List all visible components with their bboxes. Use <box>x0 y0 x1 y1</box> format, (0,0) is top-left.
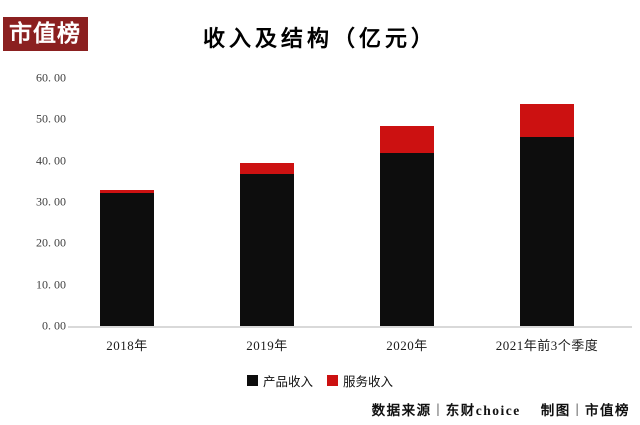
x-axis-label: 2021年前3个季度 <box>495 338 599 353</box>
footer-maker-label: 制图 <box>540 403 571 418</box>
legend-label: 产品收入 <box>262 375 313 389</box>
footer-credits: 数据来源 | 东财choice 制图 | 市值榜 <box>372 399 630 419</box>
y-tick-label: 0. 00 <box>42 318 66 333</box>
bar-stack <box>240 163 294 326</box>
y-tick-label: 20. 00 <box>36 235 66 250</box>
footer-source-value: 东财choice <box>445 403 521 418</box>
brand-logo-badge: 市值榜 <box>3 17 88 51</box>
y-tick-label: 10. 00 <box>36 277 66 292</box>
y-tick-label: 40. 00 <box>36 153 66 168</box>
bar-group <box>57 78 197 326</box>
bar-group <box>477 78 617 326</box>
bar-stack <box>520 104 574 326</box>
x-axis-label: 2018年 <box>106 338 148 353</box>
plot-area <box>57 78 617 326</box>
bar-segment-服务收入 <box>240 163 294 174</box>
bar-segment-服务收入 <box>100 190 154 193</box>
bar-stack <box>380 125 434 326</box>
legend-swatch <box>246 375 258 386</box>
x-axis-label: 2020年 <box>386 338 428 353</box>
legend-item: 服务收入 <box>327 371 393 390</box>
footer-divider: | <box>575 401 580 416</box>
chart-title: 收入及结构（亿元） <box>202 26 437 51</box>
bar-segment-产品收入 <box>380 152 434 326</box>
y-tick-label: 50. 00 <box>36 111 66 126</box>
legend-swatch <box>327 375 338 386</box>
bar-segment-服务收入 <box>380 125 434 153</box>
bar-segment-产品收入 <box>240 173 294 326</box>
bar-stack <box>100 190 154 326</box>
bar-segment-产品收入 <box>520 136 574 326</box>
y-tick-label: 60. 00 <box>36 70 66 85</box>
bar-segment-服务收入 <box>520 104 574 137</box>
y-tick-label: 30. 00 <box>36 194 66 209</box>
legend-label: 服务收入 <box>343 375 394 389</box>
chart-legend: 产品收入 服务收入 <box>0 371 640 390</box>
x-axis-labels: 2018年 2019年 2020年 2021年前3个季度 <box>57 335 617 354</box>
footer-source-label: 数据来源 <box>371 403 432 418</box>
bar-group <box>197 78 337 326</box>
bar-segment-产品收入 <box>100 192 154 326</box>
footer-maker-value: 市值榜 <box>585 403 630 418</box>
x-axis-label: 2019年 <box>246 338 288 353</box>
legend-item: 产品收入 <box>246 371 313 390</box>
x-axis-line <box>68 326 632 328</box>
bar-group <box>337 78 477 326</box>
footer-divider: | <box>436 401 441 416</box>
